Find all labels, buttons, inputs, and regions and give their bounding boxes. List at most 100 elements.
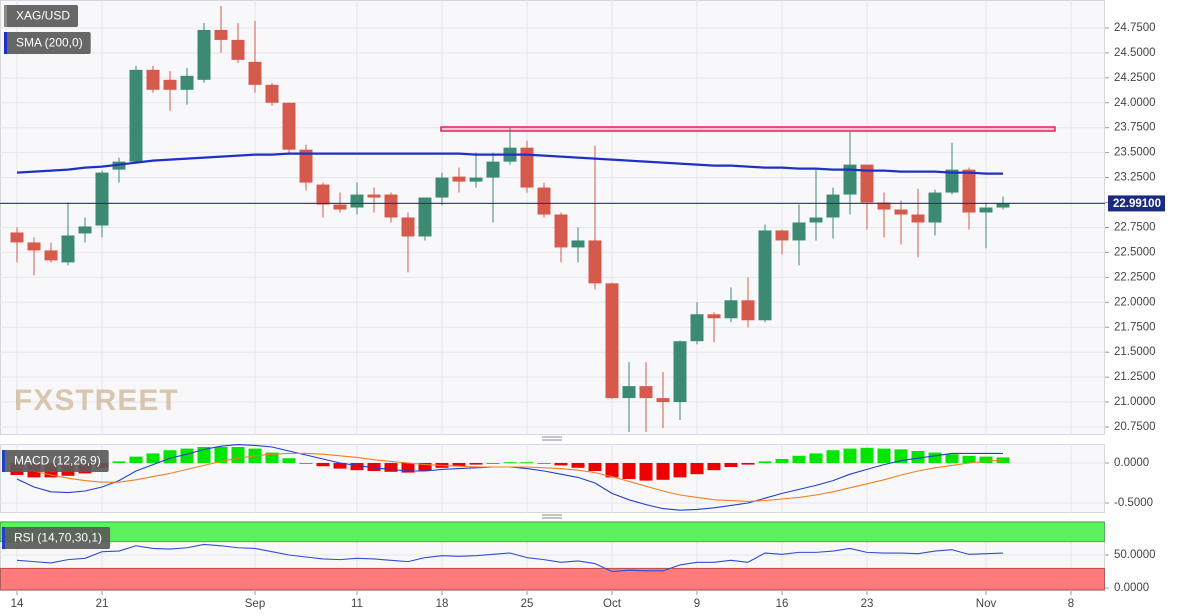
histogram-bar bbox=[877, 448, 891, 463]
panel-handle bbox=[542, 514, 562, 519]
candle-body bbox=[860, 164, 874, 203]
oversold-band bbox=[0, 567, 1105, 591]
histogram-bar bbox=[180, 448, 194, 463]
histogram-bar bbox=[520, 462, 534, 464]
y-tick-label: 22.0000 bbox=[1114, 296, 1156, 308]
histogram-bar bbox=[843, 448, 857, 463]
histogram-bar bbox=[571, 463, 585, 468]
indicator-line bbox=[16, 452, 1004, 502]
sma-line bbox=[16, 152, 1003, 175]
candle-body bbox=[758, 230, 772, 321]
candle-body bbox=[333, 204, 347, 210]
candle-body bbox=[741, 300, 755, 321]
candle-body bbox=[775, 230, 789, 241]
histogram-bar bbox=[639, 463, 653, 481]
histogram-bar bbox=[486, 463, 500, 464]
histogram-bar bbox=[962, 455, 976, 463]
candle-body bbox=[520, 147, 534, 188]
histogram-bar bbox=[554, 463, 568, 466]
y-tick-label: 23.7500 bbox=[1114, 122, 1156, 134]
x-tick-label: 8 bbox=[1068, 598, 1074, 610]
candle-body bbox=[928, 192, 942, 223]
rsi-line bbox=[16, 543, 1004, 573]
watermark: FXSTREET bbox=[14, 384, 179, 417]
candle-body bbox=[486, 161, 500, 178]
candle-body bbox=[350, 194, 364, 208]
histogram-bar bbox=[452, 463, 466, 467]
histogram-bar bbox=[469, 463, 483, 465]
histogram-bar bbox=[265, 452, 279, 463]
y-tick-label: 22.7500 bbox=[1114, 222, 1156, 234]
candle-body bbox=[622, 386, 636, 399]
histogram-bar bbox=[792, 455, 806, 463]
legend-label: MACD (12,26,9) bbox=[14, 454, 101, 468]
candle-body bbox=[10, 232, 24, 243]
resistance-zone bbox=[440, 126, 1056, 132]
histogram-bar bbox=[775, 459, 789, 463]
y-tick-label: 24.5000 bbox=[1114, 47, 1156, 59]
y-tick-label: 0.0000 bbox=[1114, 582, 1149, 594]
candle-body bbox=[418, 197, 432, 237]
histogram-bar bbox=[826, 450, 840, 463]
legend-label: XAG/USD bbox=[16, 9, 70, 23]
x-tick-label: 25 bbox=[521, 598, 534, 610]
histogram-bar bbox=[945, 454, 959, 463]
y-tick-label: 22.2500 bbox=[1114, 271, 1156, 283]
y-tick-label: 24.2500 bbox=[1114, 72, 1156, 84]
candle-body bbox=[605, 283, 619, 399]
histogram-bar bbox=[622, 463, 636, 479]
candle-body bbox=[129, 69, 143, 162]
histogram-bar bbox=[299, 463, 313, 464]
histogram-bar bbox=[418, 463, 432, 471]
candle-body bbox=[962, 169, 976, 213]
candle-body bbox=[282, 102, 296, 150]
histogram-bar bbox=[401, 463, 415, 473]
histogram-bar bbox=[673, 463, 687, 478]
candle-body bbox=[979, 207, 993, 213]
legend-label: RSI (14,70,30,1) bbox=[14, 531, 102, 545]
legend-stripe bbox=[4, 5, 7, 27]
candle-body bbox=[639, 386, 653, 399]
panel-handle bbox=[542, 436, 562, 441]
candle-body bbox=[231, 39, 245, 60]
candle-body bbox=[945, 169, 959, 193]
candle-body bbox=[163, 79, 177, 90]
candle-body bbox=[996, 203, 1010, 208]
candle-body bbox=[554, 214, 568, 248]
candle-body bbox=[690, 314, 704, 342]
overbought-band bbox=[0, 521, 1105, 543]
y-tick-label: -0.5000 bbox=[1114, 497, 1153, 509]
candle-body bbox=[214, 29, 228, 40]
y-tick-label: 50.0000 bbox=[1114, 549, 1156, 561]
histogram-bar bbox=[350, 463, 364, 471]
marks bbox=[0, 5, 1105, 591]
candle-body bbox=[265, 84, 279, 103]
histogram-bar bbox=[911, 451, 925, 463]
x-tick-label: 18 bbox=[436, 598, 449, 610]
candle-body bbox=[299, 149, 313, 183]
candle-body bbox=[401, 217, 415, 237]
last-price-box bbox=[1108, 195, 1165, 212]
candle-body bbox=[571, 240, 585, 248]
histogram-bar bbox=[537, 463, 551, 464]
histogram-bar bbox=[282, 458, 296, 463]
y-tick-label: 23.5000 bbox=[1114, 147, 1156, 159]
histogram-bar bbox=[690, 463, 704, 475]
legend-box bbox=[4, 5, 79, 27]
x-tick-label: Nov bbox=[976, 598, 997, 610]
y-tick-label: 21.2500 bbox=[1114, 371, 1156, 383]
histogram-bar bbox=[860, 447, 874, 463]
histogram-bar bbox=[146, 453, 160, 463]
candle-body bbox=[673, 341, 687, 403]
candle-body bbox=[792, 222, 806, 241]
candle-body bbox=[724, 300, 738, 319]
y-tick-label: 23.2500 bbox=[1114, 172, 1156, 184]
candle-body bbox=[316, 184, 330, 205]
histogram-bar bbox=[928, 452, 942, 463]
histogram-bar bbox=[979, 456, 993, 463]
labels: 20.7500 21.0000 21.2500 21.5000 21.7500 22.00… bbox=[2, 5, 1165, 610]
candle-body bbox=[826, 194, 840, 218]
histogram-bar bbox=[214, 447, 228, 463]
histogram-bar bbox=[503, 462, 517, 464]
